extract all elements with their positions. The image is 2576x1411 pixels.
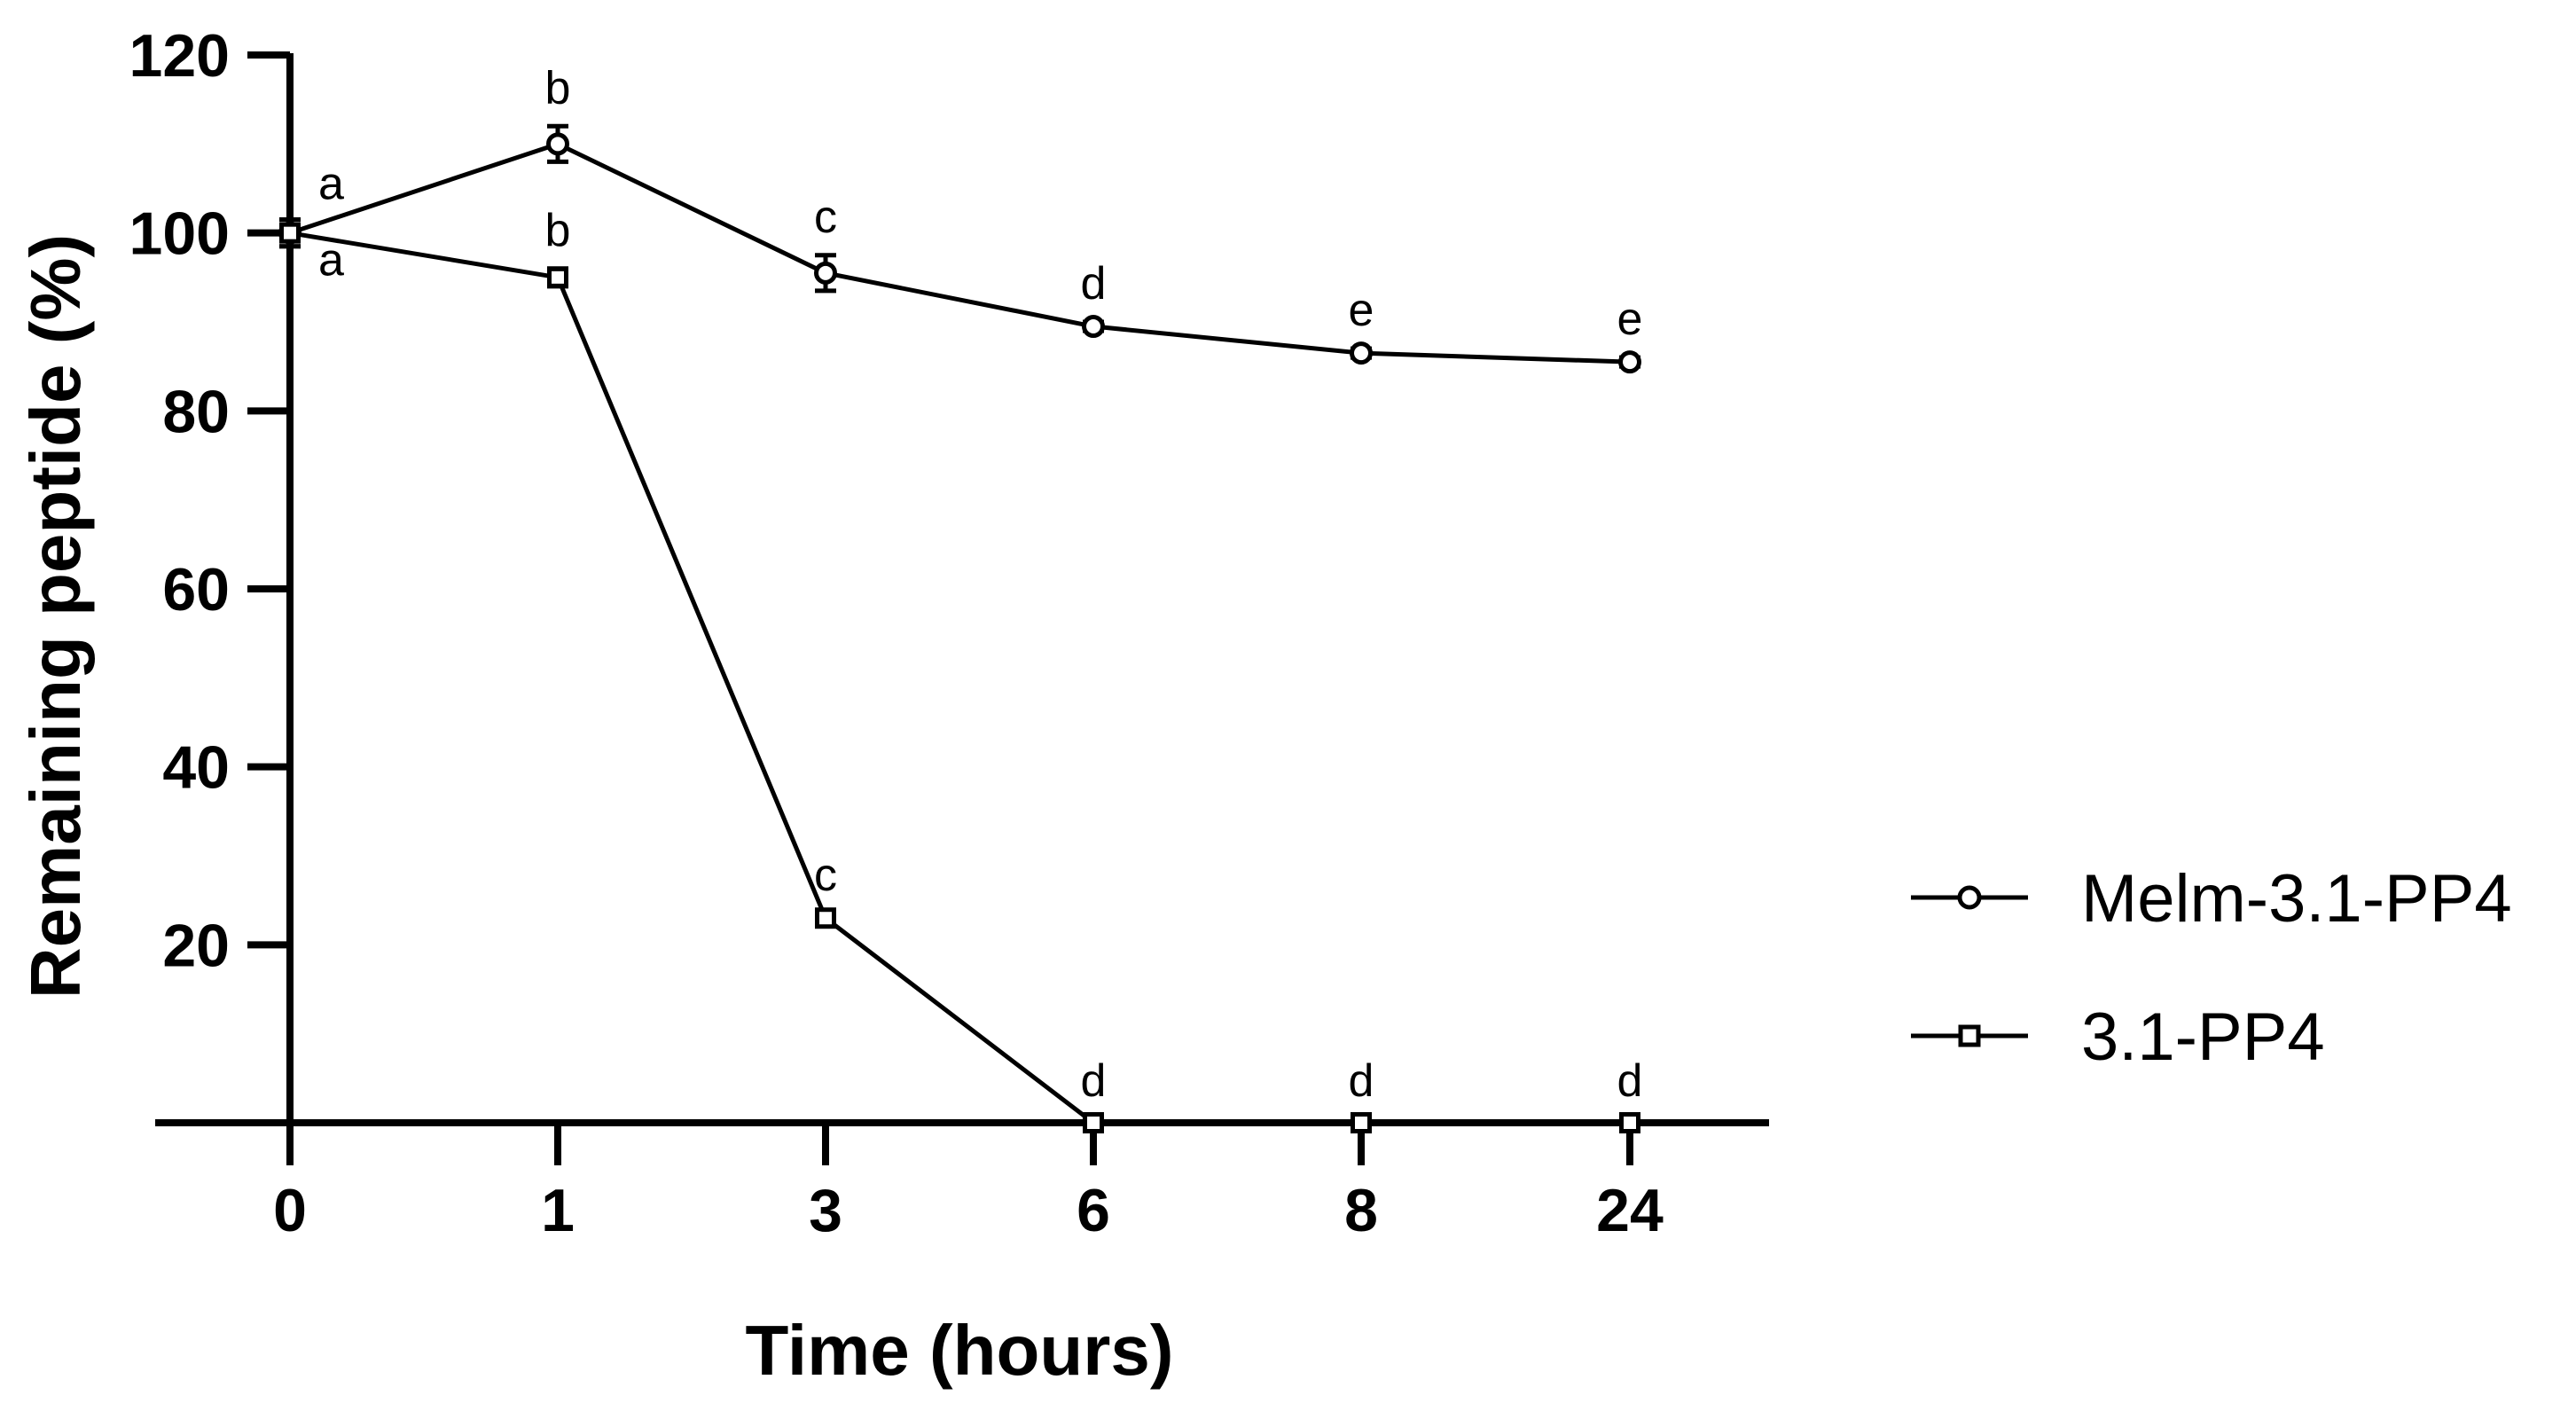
legend-label: 3.1-PP4 (2081, 999, 2325, 1075)
y-axis-title: Remaining peptide (%) (16, 234, 95, 999)
significance-label: e (1617, 294, 1643, 345)
significance-label: d (1081, 258, 1107, 310)
x-tick-label: 0 (273, 1177, 307, 1244)
data-point-circle (1082, 315, 1105, 339)
legend-marker-square (1958, 1024, 1981, 1047)
data-point-square (1083, 1112, 1104, 1133)
data-point-square (547, 266, 568, 288)
axes-layer: 20 40 60 80 100 120 0 1 3 6 8 24 (129, 22, 1769, 1244)
x-tick-label: 6 (1077, 1177, 1110, 1244)
significance-label: d (1617, 1055, 1643, 1107)
series-line-1 (289, 141, 1631, 365)
significance-label: c (814, 850, 837, 901)
y-tick-label: 40 (162, 734, 230, 802)
significance-label: b (545, 62, 571, 114)
significance-label: e (1349, 285, 1374, 336)
x-tick-label: 24 (1596, 1177, 1664, 1244)
significance-label: d (1349, 1055, 1374, 1107)
data-point-square (815, 907, 836, 929)
x-tick-label: 8 (1344, 1177, 1378, 1244)
legend-marker-circle (1957, 885, 1982, 910)
data-point-square (1351, 1112, 1372, 1133)
significance-label: b (545, 205, 571, 256)
data-point-square (1619, 1112, 1640, 1133)
y-tick-label: 100 (129, 200, 230, 268)
labels-layer: a b c d e e a b c d d d (318, 62, 1642, 1107)
series-layer (278, 123, 1641, 1133)
y-tick-label: 120 (129, 22, 230, 90)
y-tick-label: 20 (162, 912, 230, 979)
significance-label: d (1081, 1055, 1107, 1107)
x-tick-label: 3 (809, 1177, 842, 1244)
data-point-circle (814, 261, 837, 285)
x-tick-label: 1 (541, 1177, 575, 1244)
x-axis-title: Time (hours) (745, 1311, 1173, 1390)
legend: Melm-3.1-PP4 3.1-PP4 (1911, 861, 2512, 1075)
significance-label: a (318, 235, 344, 286)
data-point-square (279, 222, 301, 244)
data-point-circle (1618, 350, 1641, 374)
y-tick-label: 80 (162, 378, 230, 445)
y-tick-label: 60 (162, 556, 230, 623)
data-point-circle (546, 132, 569, 156)
significance-label: a (318, 159, 344, 210)
significance-label: c (814, 192, 837, 243)
data-point-circle (1350, 341, 1373, 365)
legend-label: Melm-3.1-PP4 (2081, 861, 2512, 937)
series-line-2 (289, 231, 1630, 1125)
